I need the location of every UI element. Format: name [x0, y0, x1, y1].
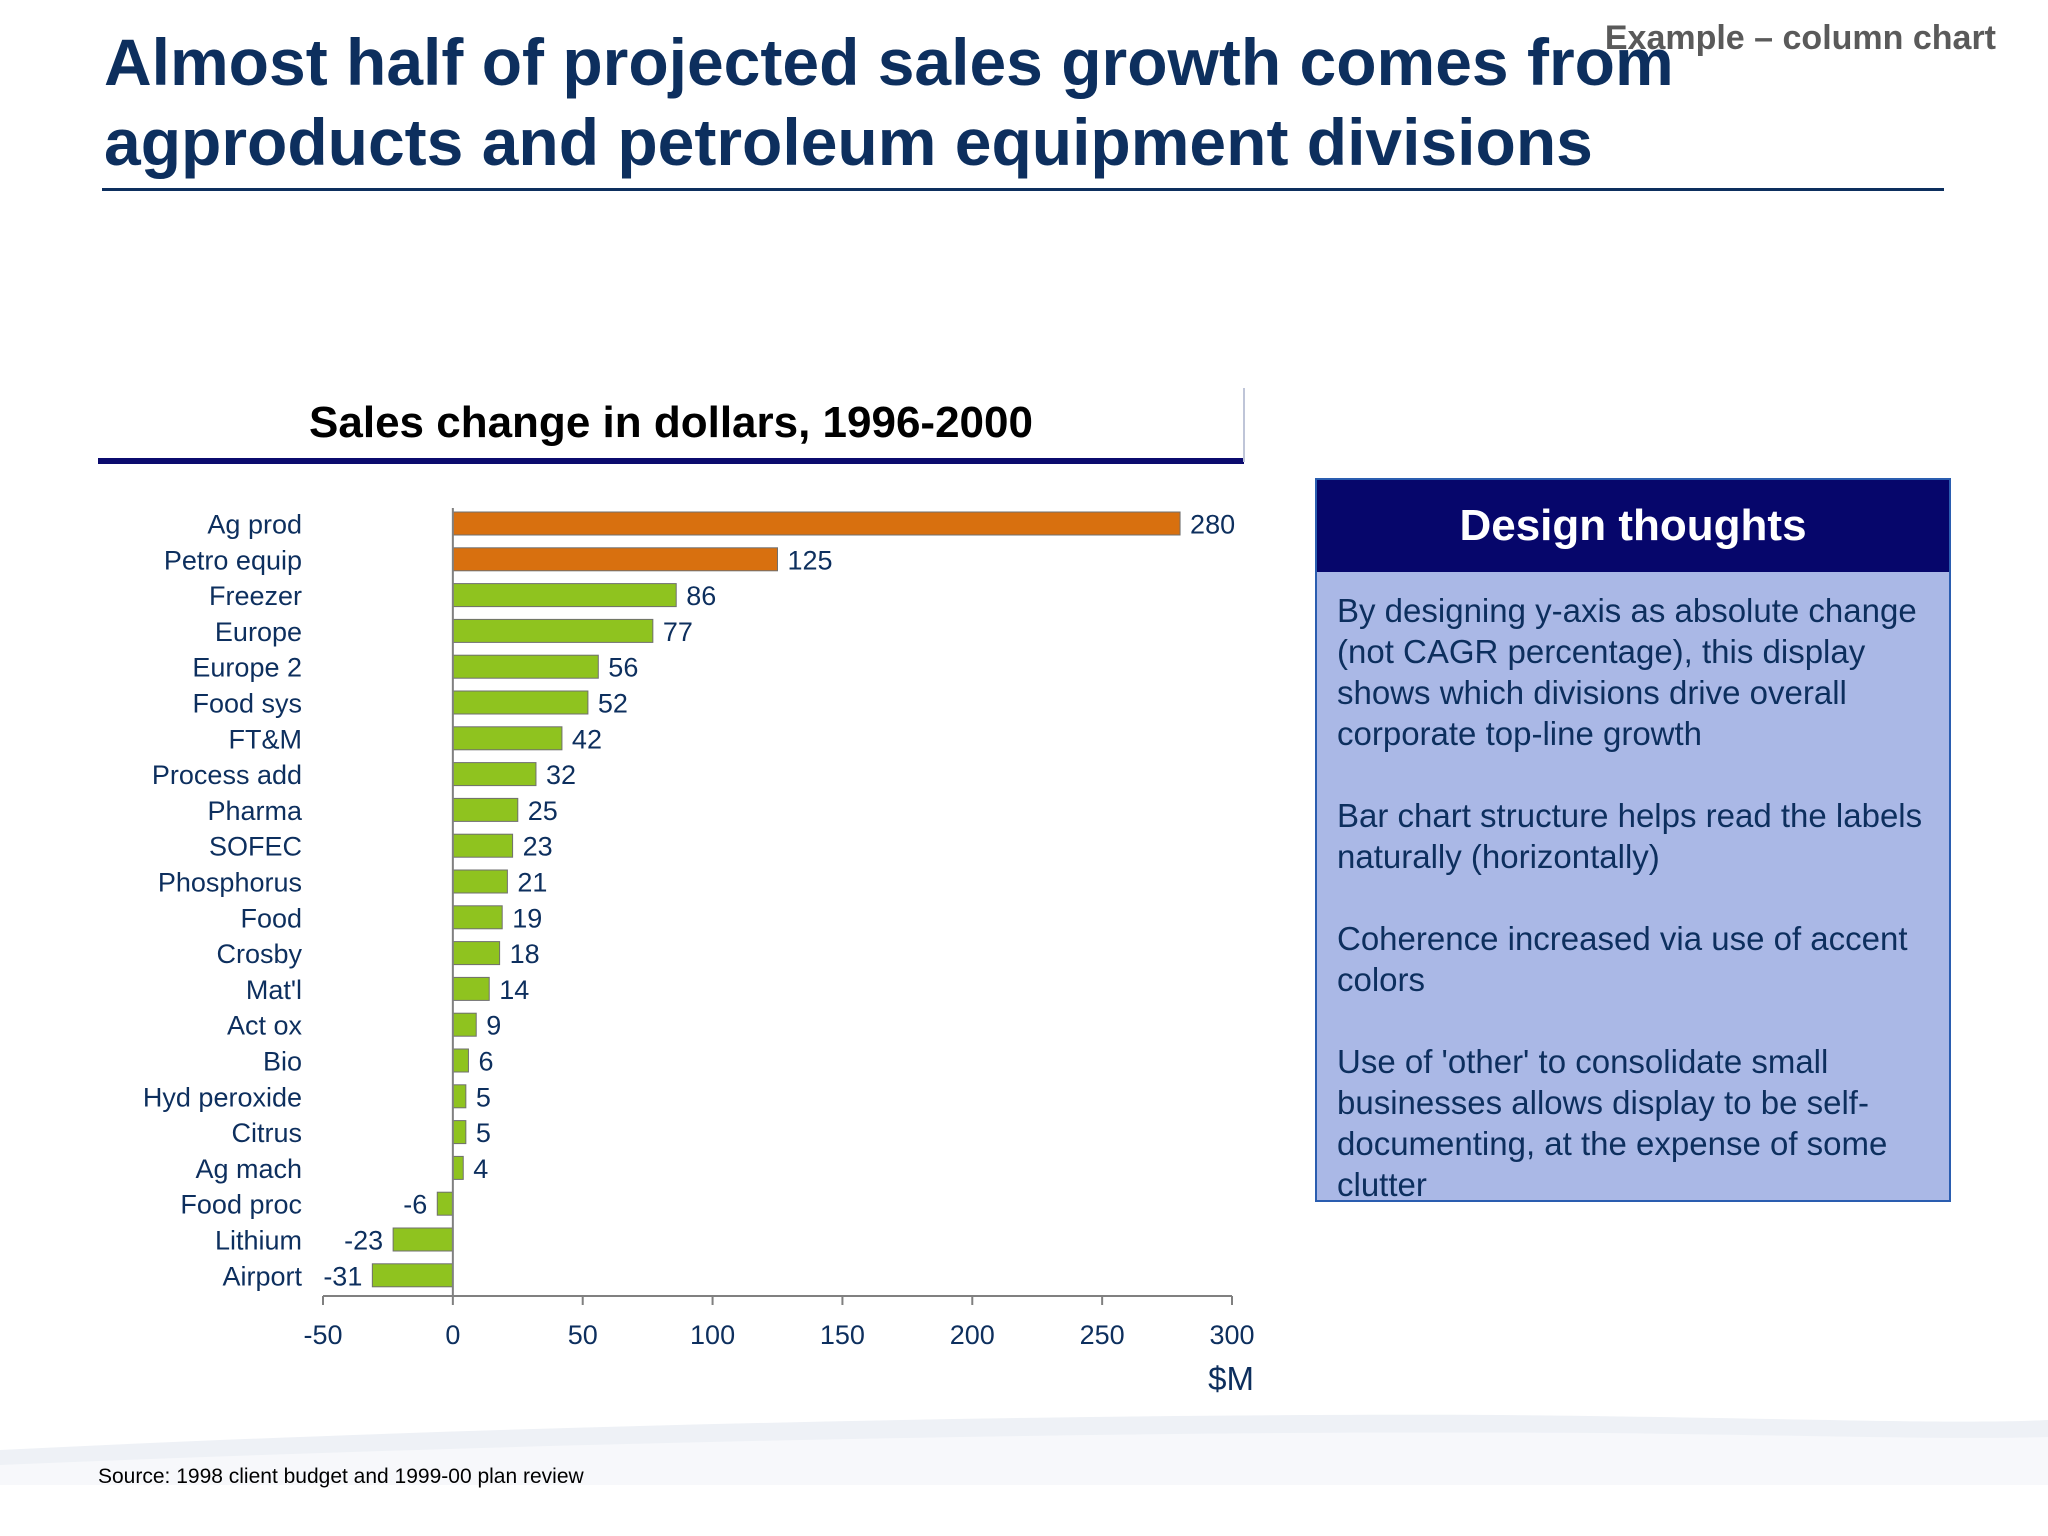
bar	[452, 797, 519, 822]
bar	[452, 941, 501, 966]
x-tick-label: -50	[303, 1320, 342, 1350]
bar	[452, 762, 537, 787]
category-label: Citrus	[231, 1118, 302, 1148]
category-label: Act ox	[227, 1011, 303, 1041]
bar	[452, 511, 1181, 536]
value-label: 23	[523, 832, 553, 862]
value-label: 125	[788, 545, 833, 575]
bar	[452, 1048, 469, 1073]
value-label: -23	[344, 1226, 383, 1256]
value-label: 19	[512, 903, 542, 933]
category-label: Bio	[263, 1047, 302, 1077]
x-tick-label: 0	[445, 1320, 460, 1350]
value-label: 5	[476, 1118, 491, 1148]
category-label: Food sys	[192, 689, 302, 719]
category-label: Freezer	[209, 581, 302, 611]
bar	[452, 833, 514, 858]
value-label: 25	[528, 796, 558, 826]
value-label: 77	[663, 617, 693, 647]
x-tick-label: 200	[950, 1320, 995, 1350]
category-label: Airport	[222, 1261, 302, 1291]
category-label: Hyd peroxide	[143, 1082, 302, 1112]
axis-layer: -50 0 50 100 150 200 250 300 $M	[303, 508, 1255, 1397]
bars-layer: Ag prod 280 Petro equip 125 Freezer 86 Europe 7…	[143, 510, 1235, 1292]
category-label: Phosphorus	[158, 868, 302, 898]
x-tick-label: 250	[1080, 1320, 1125, 1350]
title-rule	[102, 188, 1944, 191]
value-label: 21	[517, 868, 547, 898]
source-note: Source: 1998 client budget and 1999-00 p…	[98, 1465, 584, 1488]
value-label: 280	[1190, 510, 1235, 540]
design-thoughts-body: By designing y-axis as absolute change (…	[1317, 572, 1949, 1205]
bar	[452, 547, 778, 572]
category-label: Petro equip	[164, 545, 302, 575]
bar	[371, 1263, 454, 1288]
design-point: By designing y-axis as absolute change (…	[1337, 592, 1917, 752]
bar	[436, 1191, 454, 1216]
x-tick-label: 50	[568, 1320, 598, 1350]
value-label: -31	[323, 1261, 362, 1291]
value-label: 18	[510, 939, 540, 969]
value-label: 14	[499, 975, 529, 1005]
category-label: Food proc	[180, 1190, 302, 1220]
category-label: SOFEC	[209, 832, 302, 862]
category-label: Crosby	[216, 939, 302, 969]
bar	[452, 1084, 467, 1109]
x-tick-label: 100	[690, 1320, 735, 1350]
design-point: Bar chart structure helps read the label…	[1337, 797, 1923, 875]
category-label: Europe	[215, 617, 302, 647]
bar	[452, 976, 490, 1001]
value-label: -6	[403, 1190, 427, 1220]
bar	[452, 1120, 467, 1145]
bar	[452, 654, 599, 679]
value-label: 56	[608, 653, 638, 683]
bar	[452, 905, 503, 930]
design-thoughts-heading: Design thoughts	[1317, 480, 1949, 572]
category-label: Process add	[152, 760, 302, 790]
category-label: Ag prod	[207, 510, 302, 540]
bar	[452, 726, 563, 751]
category-label: Lithium	[215, 1226, 302, 1256]
value-label: 32	[546, 760, 576, 790]
bar	[452, 690, 589, 715]
category-label: Ag mach	[195, 1154, 302, 1184]
chart-title-edge	[1243, 388, 1245, 462]
value-label: 86	[686, 581, 716, 611]
bar	[452, 1155, 464, 1180]
value-label: 4	[473, 1154, 488, 1184]
bar	[452, 618, 654, 643]
slide-title: Almost half of projected sales growth co…	[104, 25, 1674, 179]
category-label: FT&M	[229, 724, 303, 754]
x-tick-label: 150	[820, 1320, 865, 1350]
x-tick-label: 300	[1209, 1320, 1254, 1350]
design-point: Coherence increased via use of accent co…	[1337, 920, 1908, 998]
slide-tag: Example – column chart	[1604, 19, 1996, 57]
category-label: Mat'l	[246, 975, 302, 1005]
chart-title: Sales change in dollars, 1996-2000	[98, 388, 1244, 464]
design-point: Use of 'other' to consolidate small busi…	[1337, 1043, 1888, 1203]
x-axis-unit: $M	[1208, 1360, 1254, 1397]
value-label: 9	[486, 1011, 501, 1041]
value-label: 5	[476, 1082, 491, 1112]
category-label: Europe 2	[192, 653, 302, 683]
design-thoughts-panel: Design thoughts By designing y-axis as a…	[1315, 478, 1951, 1205]
bar	[452, 869, 508, 894]
category-label: Food	[240, 903, 302, 933]
footer-wave-decoration	[0, 1414, 2048, 1485]
bar	[452, 1012, 477, 1037]
value-label: 6	[478, 1047, 493, 1077]
bar	[392, 1227, 454, 1252]
category-label: Pharma	[207, 796, 303, 826]
value-label: 52	[598, 689, 628, 719]
bar	[452, 583, 677, 608]
value-label: 42	[572, 724, 602, 754]
